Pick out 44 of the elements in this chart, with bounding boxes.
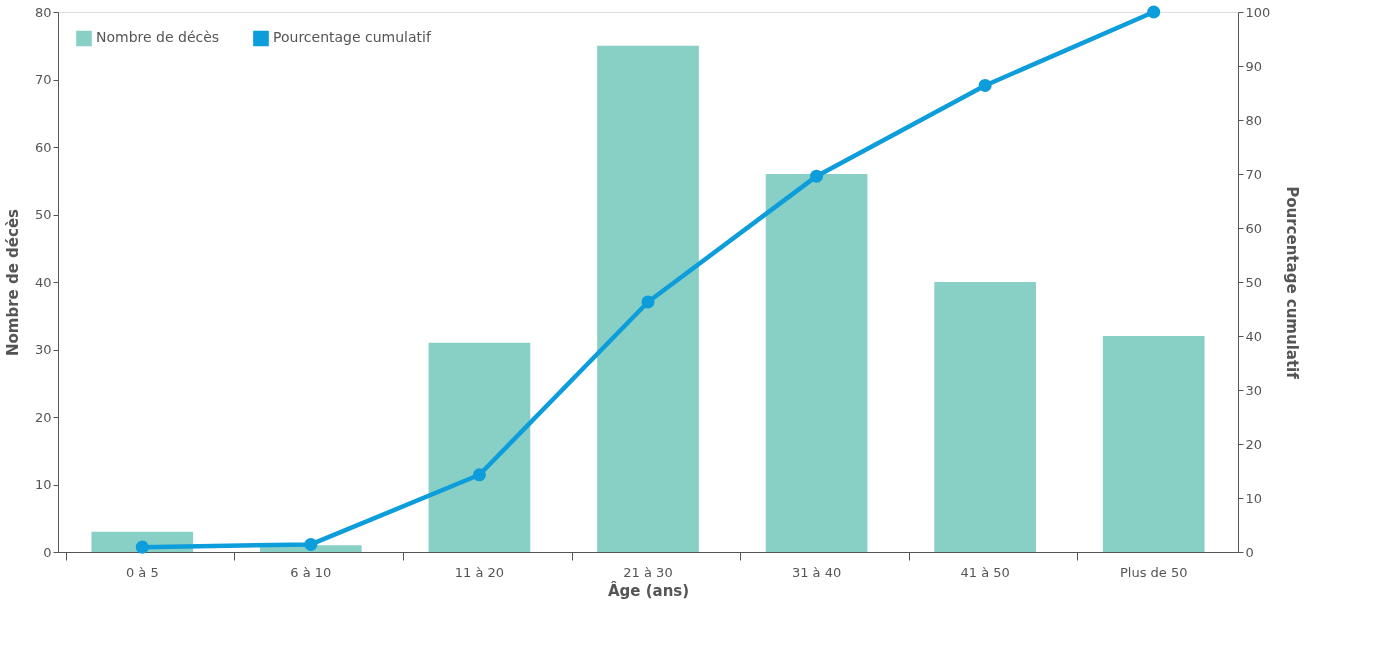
x-tick-label: 31 à 40 [791,564,842,580]
y2-tick-label: 0 [1245,544,1254,560]
point [472,468,486,482]
bar [765,174,868,552]
y2-axis-title: Pourcentage cumulatif [1283,186,1302,380]
x-tick-label: 11 à 20 [454,564,505,580]
x-tick-label: Plus de 50 [1119,564,1188,580]
y2-tick-label: 30 [1245,382,1263,398]
legend-label: Nombre de décès [96,29,220,46]
y2-tick-label: 10 [1245,490,1263,506]
point [135,540,149,554]
y-tick-label: 80 [34,4,52,20]
point [1147,5,1161,19]
legend-label: Pourcentage cumulatif [273,29,432,46]
y-tick-label: 0 [43,544,52,560]
y2-tick-label: 60 [1245,220,1263,236]
y2-tick-label: 100 [1245,4,1271,20]
y-tick-label: 70 [34,72,52,87]
point [641,295,655,309]
x-axis-title: Âge (ans) [607,580,690,600]
y-tick-label: 10 [34,477,52,492]
point [978,78,992,92]
y2-tick-label: 40 [1245,328,1263,344]
x-tick-label: 0 à 5 [125,564,159,580]
bar [428,342,531,552]
point [304,537,318,551]
y-axis-title: Nombre de décès [3,208,22,357]
y-tick-label: 60 [34,139,52,155]
y2-tick-label: 80 [1245,112,1263,128]
y-tick-label: 40 [34,274,52,290]
x-tick-label: 21 à 30 [623,564,673,580]
y2-tick-label: 90 [1245,58,1263,74]
x-tick-label: 41 à 50 [960,564,1010,580]
y2-tick-label: 70 [1245,166,1263,182]
point [810,169,824,183]
y-tick-label: 30 [34,342,52,357]
x-tick-label: 6 à 10 [290,564,332,580]
bar [597,45,699,552]
y-tick-label: 50 [34,207,52,222]
y-tick-label: 20 [34,409,52,425]
y2-tick-label: 20 [1245,436,1263,452]
y2-tick-label: 50 [1245,274,1263,290]
bar [934,282,1036,552]
bar [1102,336,1205,552]
